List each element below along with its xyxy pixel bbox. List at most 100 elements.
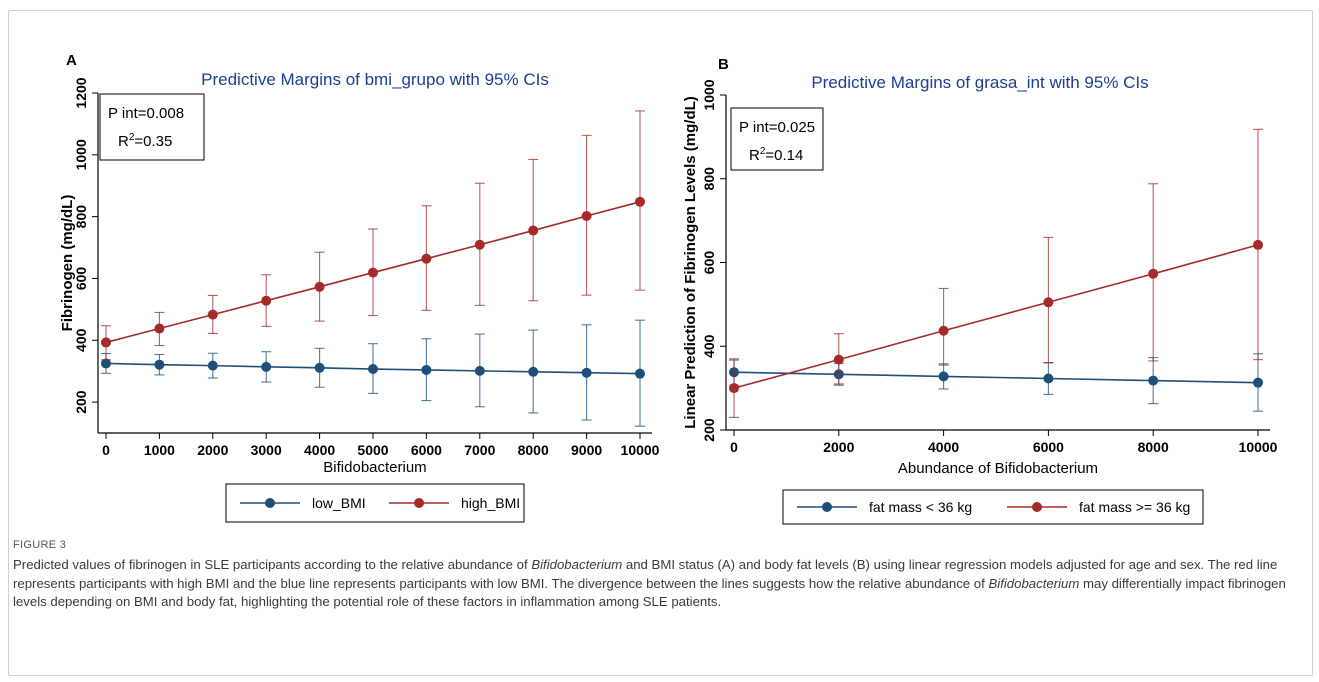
data-point: [1043, 297, 1054, 308]
x-tick-label: 0: [730, 439, 738, 455]
y-tick-label: 800: [73, 205, 89, 229]
data-point: [1148, 268, 1159, 279]
data-point: [314, 281, 325, 292]
annotation-box: [730, 107, 824, 171]
legend-item-label: fat mass < 36 kg: [869, 499, 972, 515]
data-point: [368, 267, 378, 278]
data-point: [528, 366, 539, 377]
x-tick-label: 1000: [144, 442, 175, 458]
legend-swatch-marker: [822, 502, 832, 512]
annotation-p-int: P int=0.008: [108, 105, 184, 122]
data-point: [635, 196, 645, 207]
data-point: [1148, 375, 1159, 386]
y-tick-label: 200: [701, 418, 717, 442]
data-point: [1253, 239, 1263, 250]
legend-swatch-marker: [265, 498, 275, 508]
series-line: [733, 244, 1259, 389]
data-point: [938, 325, 949, 336]
legend: low_BMI high_BMI: [225, 483, 525, 523]
data-point: [368, 364, 378, 375]
x-tick-label: 6000: [1033, 439, 1064, 455]
panel-label: A: [66, 52, 77, 69]
data-point: [1043, 373, 1054, 384]
caption-text: Predicted values of fibrinogen in SLE pa…: [13, 556, 1303, 612]
y-tick-label: 1000: [701, 79, 717, 110]
data-point: [261, 361, 272, 372]
data-point: [1253, 377, 1263, 388]
data-point: [474, 239, 485, 250]
series-low_BMI: [101, 319, 645, 427]
x-tick-label: 8000: [518, 442, 549, 458]
y-tick-label: 600: [701, 251, 717, 275]
data-point: [207, 309, 218, 320]
data-point: [938, 371, 949, 382]
figure-caption: FIGURE 3 Predicted values of fibrinogen …: [13, 539, 1303, 612]
x-tick-label: 6000: [411, 442, 442, 458]
annotation-r-squared: R2=0.35: [118, 132, 172, 150]
y-tick-label: 400: [73, 328, 89, 352]
data-point: [833, 354, 844, 365]
data-point: [207, 360, 218, 371]
x-tick-label: 10000: [1239, 439, 1278, 455]
series-high_BMI: [101, 110, 645, 361]
x-tick-label: 2000: [197, 442, 228, 458]
caption-part: Predicted values of fibrinogen in SLE pa…: [13, 557, 532, 572]
panel-label: B: [718, 56, 729, 73]
legend-item-label: high_BMI: [461, 495, 520, 511]
chart-panel-A: A Predictive Margins of bmi_grupo with 95…: [59, 52, 660, 523]
legend-swatch-marker: [414, 498, 424, 508]
chart-title: Predictive Margins of grasa_int with 95%…: [811, 73, 1148, 92]
data-point: [261, 295, 272, 306]
data-point: [314, 362, 325, 373]
data-point: [154, 359, 165, 370]
chart-panel-B: B Predictive Margins of grasa_int with 95…: [682, 56, 1278, 525]
y-tick-label: 1000: [73, 139, 89, 170]
data-point: [474, 365, 485, 376]
x-tick-label: 4000: [928, 439, 959, 455]
caption-italic-taxon: Bifidobacterium: [988, 575, 1080, 591]
data-point: [581, 211, 592, 222]
legend-item-label: low_BMI: [312, 495, 366, 511]
series-line: [733, 371, 1259, 384]
data-point: [528, 225, 539, 236]
y-tick-label: 800: [701, 167, 717, 191]
caption-part: may differentially impact fibrinogen lev…: [13, 575, 1286, 610]
x-tick-label: 4000: [304, 442, 335, 458]
data-point: [729, 383, 739, 394]
data-point: [154, 323, 165, 334]
annotation-box: [99, 93, 205, 161]
y-axis-label: Linear Prediction of Fibrinogen Levels (…: [682, 96, 699, 429]
data-point: [421, 364, 432, 375]
chart-title: Predictive Margins of bmi_grupo with 95%…: [201, 70, 549, 89]
figure-charts: A Predictive Margins of bmi_grupo with 95…: [59, 52, 1278, 525]
x-tick-label: 5000: [357, 442, 388, 458]
x-axis-label: Abundance of Bifidobacterium: [898, 460, 1098, 477]
legend-item-label: fat mass >= 36 kg: [1079, 499, 1190, 515]
figure-label: FIGURE 3: [13, 539, 67, 551]
data-point: [101, 358, 111, 369]
annotation-r-squared: R2=0.14: [749, 146, 803, 164]
x-tick-label: 0: [102, 442, 110, 458]
x-tick-label: 2000: [823, 439, 854, 455]
legend: fat mass < 36 kg fat mass >= 36 kg: [782, 489, 1204, 525]
series-fat mass < 36 kg: [729, 353, 1263, 412]
data-point: [581, 367, 592, 378]
annotation-p-int: P int=0.025: [739, 119, 815, 136]
y-tick-label: 200: [73, 390, 89, 414]
series-fat mass >= 36 kg: [729, 128, 1263, 418]
y-tick-label: 400: [701, 334, 717, 358]
x-tick-label: 7000: [464, 442, 495, 458]
legend-swatch-marker: [1032, 502, 1042, 512]
x-tick-label: 10000: [621, 442, 660, 458]
data-point: [101, 337, 111, 348]
data-point: [421, 253, 432, 264]
x-axis-label: Bifidobacterium: [323, 459, 426, 476]
y-tick-label: 1200: [73, 77, 89, 108]
y-axis-label: Fibrinogen (mg/dL): [59, 195, 76, 332]
x-tick-label: 9000: [571, 442, 602, 458]
x-tick-label: 8000: [1138, 439, 1169, 455]
x-tick-label: 3000: [251, 442, 282, 458]
caption-part: and BMI status (A) and body fat levels (…: [13, 557, 1278, 591]
figure-frame: [8, 10, 1313, 676]
data-point: [635, 368, 645, 379]
